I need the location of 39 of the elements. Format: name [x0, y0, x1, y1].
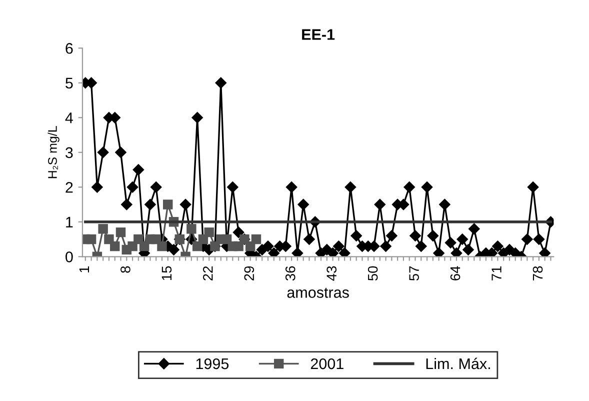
point: [163, 200, 173, 210]
x-tick-label: 43: [326, 266, 337, 281]
point: [86, 234, 96, 244]
point: [157, 241, 167, 252]
point: [186, 224, 196, 234]
legend-label: Lim. Máx.: [426, 358, 490, 370]
legend-label: 1995: [196, 358, 229, 370]
x-tick-label: 15: [162, 266, 172, 280]
y-tick-label: 6: [66, 42, 73, 54]
point: [234, 241, 244, 252]
chart-title: EE-1: [302, 29, 335, 40]
legend-label: 2001: [310, 358, 344, 370]
x-tick-label: 50: [368, 266, 378, 281]
point: [151, 234, 161, 244]
y-tick-label: 0: [66, 252, 73, 262]
point: [134, 234, 144, 244]
point: [98, 224, 108, 234]
x-tick-label: 8: [120, 266, 130, 273]
x-tick-label: 71: [492, 266, 502, 280]
y-tick-label: 4: [65, 112, 73, 124]
y-axis-title: H₂S mg/L: [48, 126, 60, 178]
x-tick-label: 22: [202, 266, 213, 280]
x-tick-label: 29: [244, 266, 254, 280]
y-tick-label: 1: [66, 216, 73, 228]
x-axis-title: amostras: [287, 288, 349, 298]
x-tick-label: 1: [79, 266, 89, 272]
x-tick-label: 64: [450, 266, 460, 280]
y-tick-label: 5: [66, 78, 73, 89]
point: [116, 227, 126, 238]
point: [128, 241, 138, 252]
point: [104, 234, 114, 244]
x-tick-label: 57: [409, 266, 419, 281]
point: [204, 227, 214, 238]
y-tick-label: 2: [66, 182, 73, 193]
point: [110, 241, 120, 252]
x-tick-label: 78: [532, 266, 543, 280]
point: [251, 234, 262, 244]
x-tick-label: 36: [285, 266, 296, 281]
y-tick-label: 3: [66, 147, 73, 158]
